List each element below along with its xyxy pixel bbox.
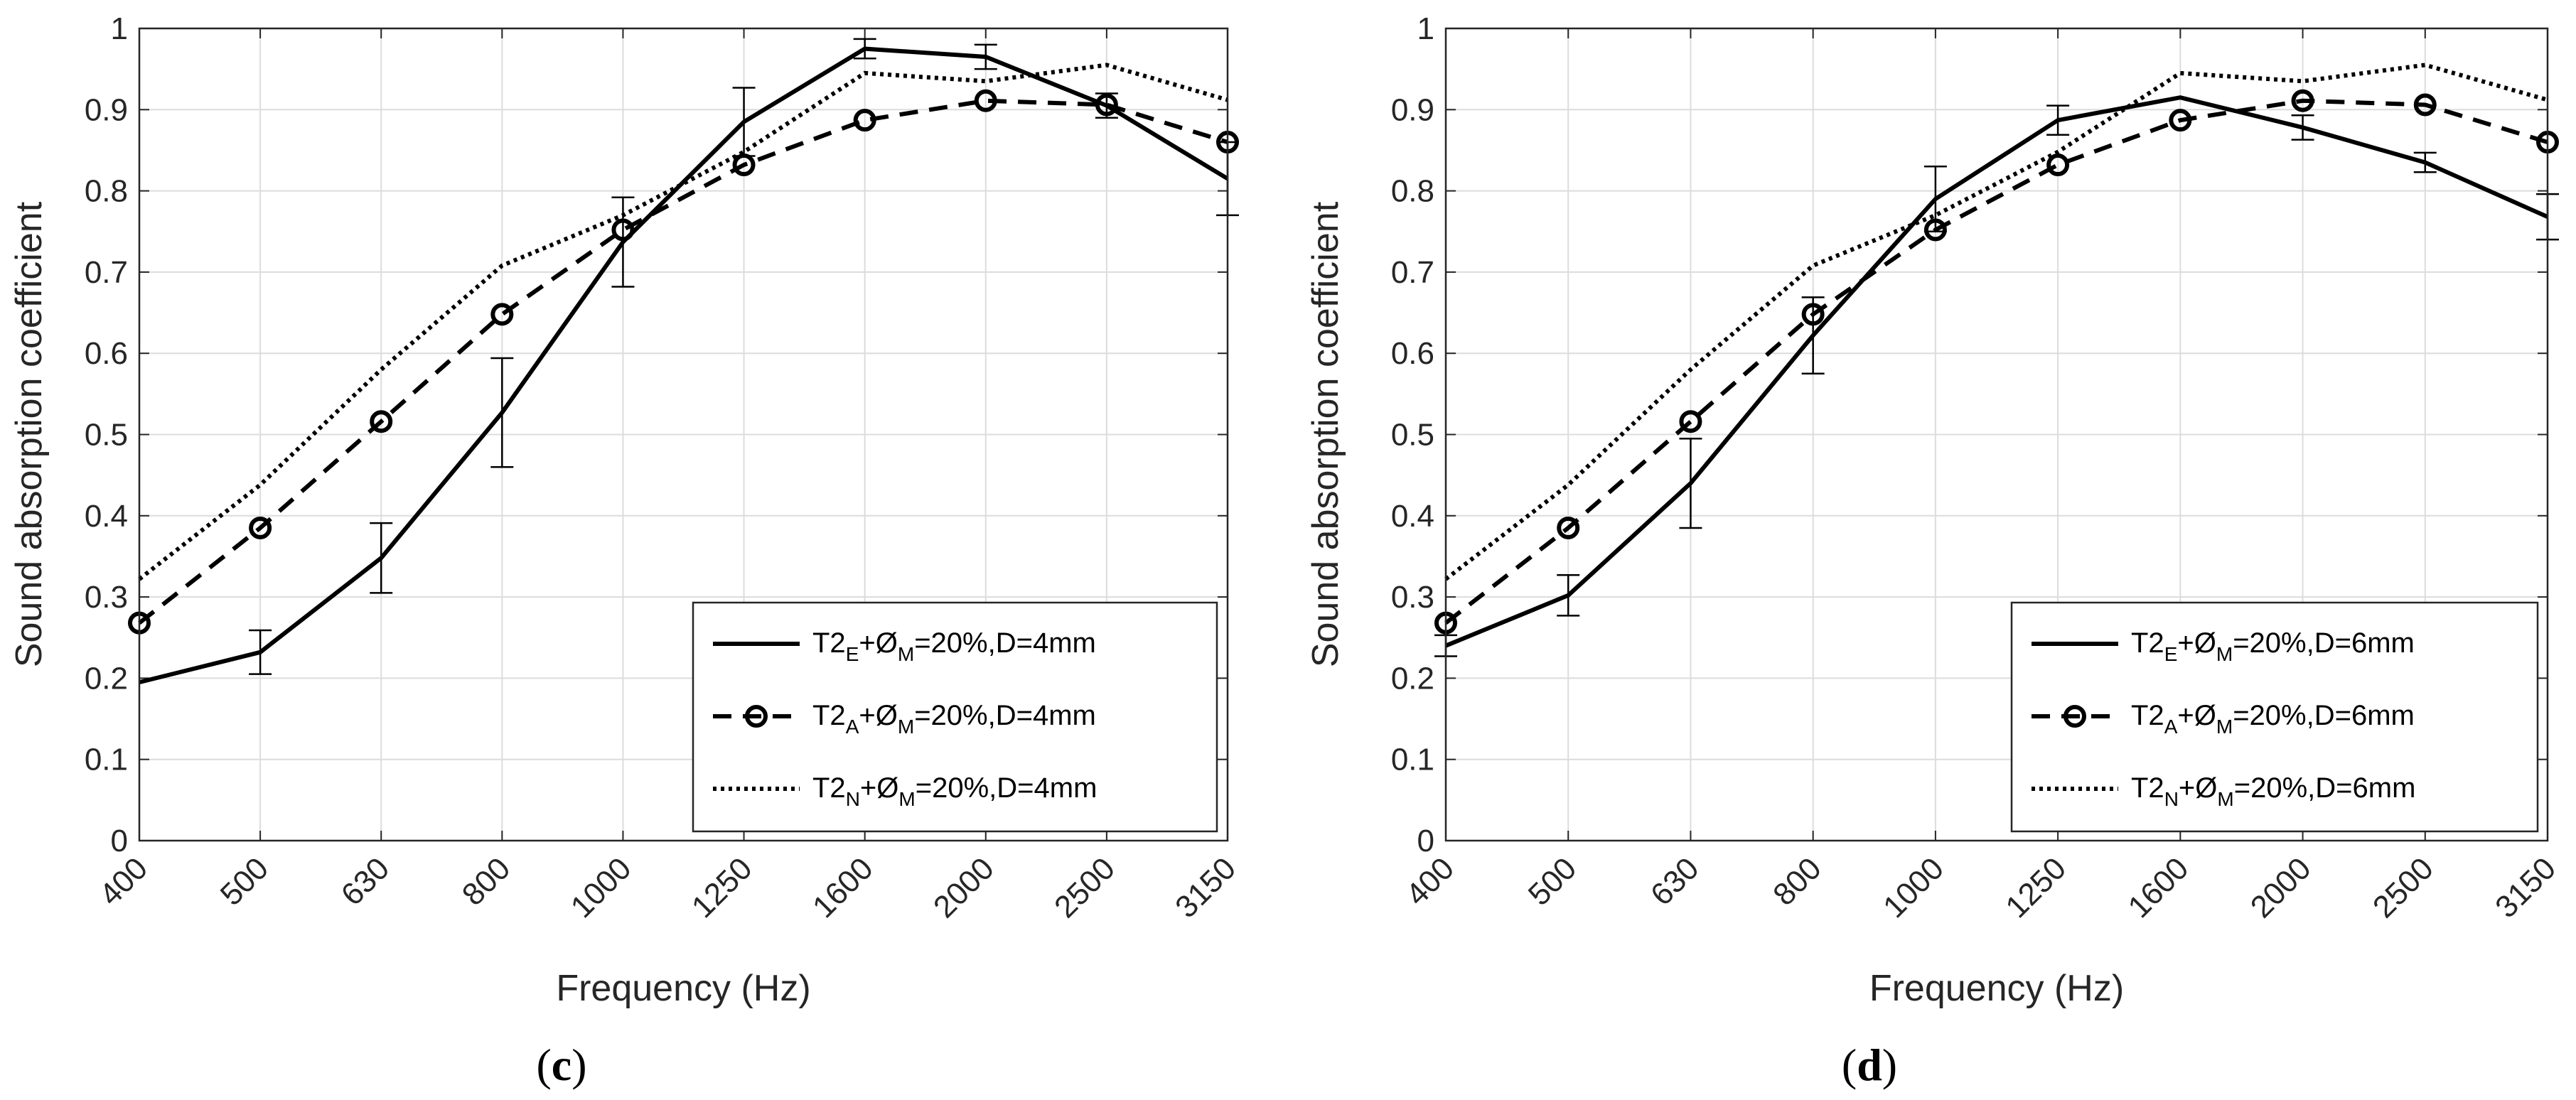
- y-tick-label: 0.6: [1391, 336, 1434, 371]
- x-tick-label: 500: [1522, 851, 1584, 912]
- x-tick-label: 2500: [1048, 851, 1122, 924]
- y-tick-label: 0.3: [85, 580, 128, 615]
- y-tick-label: 0.9: [85, 92, 128, 127]
- data-point: [370, 410, 393, 433]
- data-point: [974, 89, 997, 112]
- legend-entry-label: T2E+ØM=20%,D=6mm: [2131, 627, 2415, 665]
- x-tick-label: 2000: [927, 851, 1001, 924]
- y-tick-label: 1: [111, 11, 128, 46]
- x-tick-label: 1000: [564, 851, 638, 924]
- x-tick-label: 1600: [806, 851, 880, 924]
- x-tick-label: 800: [1766, 851, 1828, 912]
- y-axis-label: Sound absorption coefficient: [1305, 201, 1346, 667]
- data-point: [1923, 218, 1947, 242]
- legend-marker: [745, 705, 768, 728]
- x-tick-label: 800: [456, 851, 517, 912]
- data-point: [853, 109, 876, 132]
- x-tick-label: 400: [1400, 851, 1461, 912]
- y-tick-label: 0.1: [85, 743, 128, 777]
- x-tick-label: 1600: [2122, 851, 2196, 924]
- x-tick-label: 500: [214, 851, 276, 912]
- y-tick-label: 0.5: [1391, 418, 1434, 453]
- y-tick-label: 0.2: [85, 661, 128, 696]
- x-tick-label: 2000: [2244, 851, 2318, 924]
- y-axis-label: Sound absorption coefficient: [9, 201, 50, 667]
- data-point: [1557, 516, 1580, 539]
- x-tick-label: 3150: [1169, 851, 1243, 924]
- y-tick-label: 0: [111, 824, 128, 858]
- y-tick-label: 0.8: [1391, 174, 1434, 209]
- data-point: [1095, 93, 1118, 117]
- legend-entry-label: T2N+ØM=20%,D=4mm: [812, 772, 1097, 810]
- legend: T2E+ØM=20%,D=6mm T2A+ØM=20%,D=6mm T2N+ØM=2…: [2010, 601, 2539, 833]
- x-tick-label: 400: [93, 851, 155, 912]
- y-tick-label: 0.9: [1391, 92, 1434, 127]
- series-line: [138, 98, 1228, 625]
- panel-label: (c): [536, 1040, 586, 1090]
- data-point: [2413, 93, 2437, 117]
- x-axis-label: Frequency (Hz): [1869, 968, 2124, 1009]
- x-tick-label: 1250: [1999, 851, 2073, 924]
- x-tick-label: 1250: [685, 851, 759, 924]
- y-tick-label: 0.1: [1391, 743, 1434, 777]
- axes-box: [1444, 27, 2549, 842]
- panel-label: (d): [1842, 1040, 1897, 1090]
- legend: T2E+ØM=20%,D=4mm T2A+ØM=20%,D=4mm T2N+ØM=2…: [692, 601, 1218, 833]
- legend-entry-label: T2A+ØM=20%,D=6mm: [2131, 700, 2415, 738]
- x-tick-label: 630: [1644, 851, 1706, 912]
- series-dotted: [138, 63, 1228, 581]
- series-line: [138, 63, 1228, 581]
- legend-entry-label: T2N+ØM=20%,D=6mm: [2131, 772, 2415, 810]
- y-tick-label: 0.4: [1391, 499, 1434, 534]
- data-point: [2046, 153, 2070, 177]
- y-tick-label: 0.7: [85, 255, 128, 290]
- data-point: [2169, 109, 2192, 132]
- series-line: [1444, 98, 2548, 625]
- y-tick-label: 0.4: [85, 499, 128, 534]
- chart-panel-d: 0 0.1 0.2 0.3 0.4 0.5 0.6 0.7 0.8 0.9 1 400 500 630 80…: [1305, 11, 2562, 1090]
- y-tick-label: 0.3: [1391, 580, 1434, 615]
- legend-entry-label: T2A+ØM=20%,D=4mm: [812, 700, 1096, 738]
- legend-entry-label: T2E+ØM=20%,D=4mm: [812, 627, 1096, 665]
- x-tick-label: 1000: [1877, 851, 1950, 924]
- data-point: [732, 153, 756, 177]
- x-tick-label: 2500: [2366, 851, 2440, 924]
- data-point: [249, 516, 272, 539]
- data-point: [1679, 410, 1702, 433]
- y-tick-label: 0.7: [1391, 255, 1434, 290]
- x-tick-label: 630: [335, 851, 397, 912]
- y-tick-label: 0.5: [85, 418, 128, 453]
- chart-panel-c: 0 0.1 0.2 0.3 0.4 0.5 0.6 0.7 0.8 0.9 1 400 500 630 80…: [9, 11, 1243, 1090]
- data-point: [1801, 303, 1825, 326]
- data-point: [490, 303, 514, 326]
- y-tick-label: 0: [1417, 824, 1434, 858]
- series-line: [1444, 95, 2549, 648]
- series-line: [139, 46, 1229, 685]
- legend-marker: [2064, 705, 2086, 728]
- y-tick-label: 0.6: [85, 336, 128, 371]
- y-tick-label: 0.2: [1391, 661, 1434, 696]
- data-point: [2291, 89, 2314, 112]
- y-tick-label: 1: [1417, 11, 1434, 46]
- data-point: [611, 218, 635, 242]
- axes-box: [138, 27, 1229, 842]
- series-dashed: [1434, 89, 2559, 635]
- x-tick-label: 3150: [2489, 851, 2562, 924]
- x-axis-label: Frequency (Hz): [556, 968, 810, 1009]
- y-tick-label: 0.8: [85, 174, 128, 209]
